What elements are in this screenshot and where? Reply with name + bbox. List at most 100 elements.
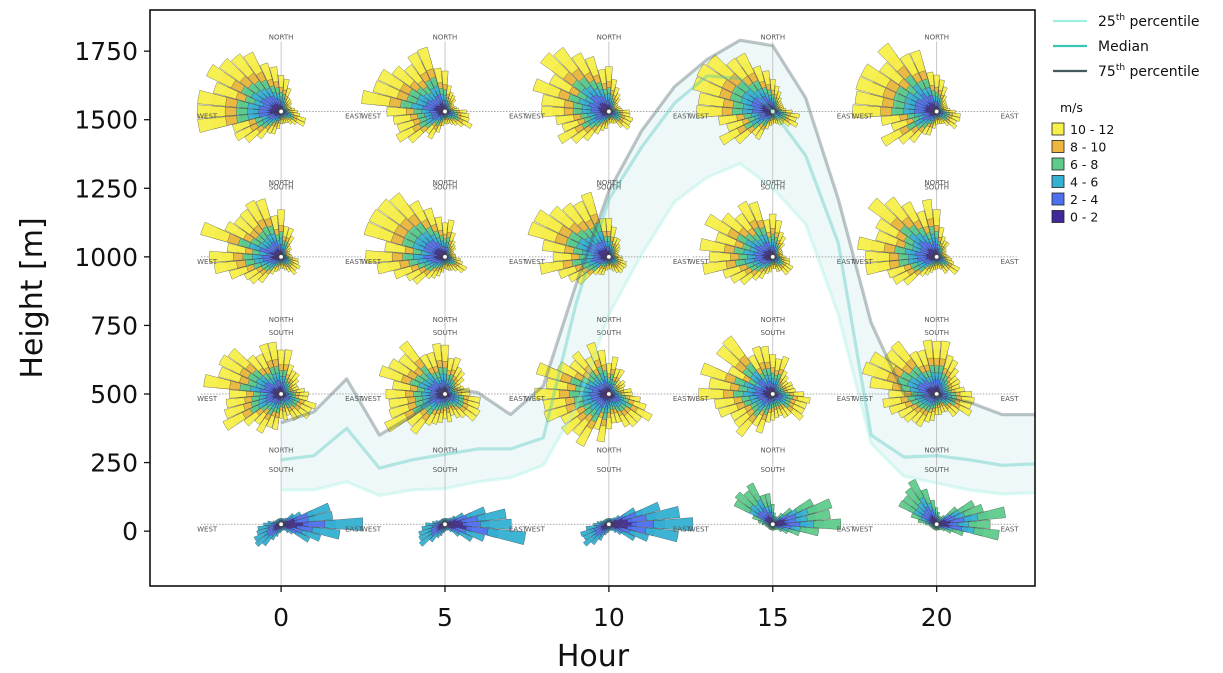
compass-east-label: EAST xyxy=(673,395,692,403)
y-tick-label: 250 xyxy=(90,449,138,478)
compass-west-label: WEST xyxy=(197,395,218,403)
y-tick-label: 500 xyxy=(90,380,138,409)
compass-west-label: WEST xyxy=(361,395,382,403)
compass-west-label: WEST xyxy=(689,395,710,403)
legend-label: Median xyxy=(1098,39,1149,55)
compass-north-label: NORTH xyxy=(760,179,785,187)
compass-west-label: WEST xyxy=(361,525,382,533)
compass-south-label: SOUTH xyxy=(760,329,785,337)
compass-south-label: SOUTH xyxy=(597,183,622,191)
compass-east-label: EAST xyxy=(673,258,692,266)
compass-east-label: EAST xyxy=(837,112,856,120)
compass-west-label: WEST xyxy=(361,258,382,266)
x-tick-label: 20 xyxy=(921,603,953,632)
compass-west-label: WEST xyxy=(853,258,874,266)
x-tick-label: 5 xyxy=(437,603,453,632)
compass-east-label: EAST xyxy=(509,112,528,120)
compass-west-label: WEST xyxy=(525,258,546,266)
x-tick-label: 10 xyxy=(593,603,625,632)
compass-east-label: EAST xyxy=(509,395,528,403)
windrose-legend-swatch xyxy=(1051,122,1065,136)
windrose-h5-z1000: NORTH SOUTH EAST WEST xyxy=(361,179,528,337)
compass-south-label: SOUTH xyxy=(269,329,294,337)
compass-west-label: WEST xyxy=(525,395,546,403)
windrose-legend-swatch xyxy=(1051,210,1065,223)
compass-east-label: EAST xyxy=(509,525,528,533)
compass-east-label: EAST xyxy=(1001,258,1020,266)
y-tick-label: 1750 xyxy=(74,37,138,66)
windrose-legend-label: 0 - 2 xyxy=(1070,210,1098,225)
y-axis-title: Height [m] xyxy=(15,217,50,378)
y-tick-label: 1000 xyxy=(74,243,138,272)
y-tick-label: 1500 xyxy=(74,106,138,135)
compass-north-label: NORTH xyxy=(433,179,458,187)
windrose-legend-label: 6 - 8 xyxy=(1070,157,1098,172)
windrose-legend-label: 4 - 6 xyxy=(1070,175,1098,190)
compass-west-label: WEST xyxy=(361,112,382,120)
compass-south-label: SOUTH xyxy=(924,466,949,474)
y-tick-label: 750 xyxy=(90,311,138,340)
compass-east-label: EAST xyxy=(345,525,364,533)
compass-north-label: NORTH xyxy=(269,33,294,41)
compass-north-label: NORTH xyxy=(269,179,294,187)
compass-west-label: WEST xyxy=(689,112,710,120)
legend-label: 75th percentile xyxy=(1098,63,1200,80)
legend-label: 25th percentile xyxy=(1098,13,1200,30)
windrose-legend-label: 10 - 12 xyxy=(1070,122,1114,137)
windrose-legend-swatch xyxy=(1051,192,1065,206)
compass-north-label: NORTH xyxy=(597,33,622,41)
windrose-legend-label: 8 - 10 xyxy=(1070,140,1106,155)
compass-west-label: WEST xyxy=(525,112,546,120)
compass-west-label: WEST xyxy=(689,258,710,266)
compass-south-label: SOUTH xyxy=(597,329,622,337)
windrose-legend-swatch xyxy=(1051,175,1065,188)
compass-south-label: SOUTH xyxy=(924,183,949,191)
compass-north-label: NORTH xyxy=(433,33,458,41)
compass-west-label: WEST xyxy=(197,525,218,533)
compass-east-label: EAST xyxy=(1001,395,1020,403)
compass-south-label: SOUTH xyxy=(433,329,458,337)
compass-west-label: WEST xyxy=(853,525,874,533)
windrose-legend-swatch xyxy=(1051,140,1065,153)
compass-east-label: EAST xyxy=(673,112,692,120)
compass-south-label: SOUTH xyxy=(433,466,458,474)
x-axis-title: Hour xyxy=(557,639,630,673)
x-tick-label: 15 xyxy=(757,603,789,632)
windrose-legend-swatch xyxy=(1051,157,1065,171)
compass-west-label: WEST xyxy=(197,112,218,120)
compass-north-label: NORTH xyxy=(924,179,949,187)
y-tick-label: 1250 xyxy=(74,174,138,203)
compass-east-label: EAST xyxy=(509,258,528,266)
series-line-25th-percentile xyxy=(281,162,1035,498)
compass-west-label: WEST xyxy=(689,525,710,533)
compass-west-label: WEST xyxy=(853,112,874,120)
compass-east-label: EAST xyxy=(1001,112,1020,120)
y-tick-label: 0 xyxy=(122,517,138,546)
windrose-grid: NORTHSOUTHEASTWESTNORTHSOUTHEASTWESTNORT… xyxy=(196,33,1020,586)
compass-east-label: EAST xyxy=(837,525,856,533)
compass-west-label: WEST xyxy=(525,525,546,533)
compass-east-label: EAST xyxy=(345,395,364,403)
compass-west-label: WEST xyxy=(197,258,218,266)
compass-south-label: SOUTH xyxy=(269,183,294,191)
compass-north-label: NORTH xyxy=(597,179,622,187)
compass-east-label: EAST xyxy=(673,525,692,533)
compass-south-label: SOUTH xyxy=(760,466,785,474)
compass-north-label: NORTH xyxy=(924,33,949,41)
